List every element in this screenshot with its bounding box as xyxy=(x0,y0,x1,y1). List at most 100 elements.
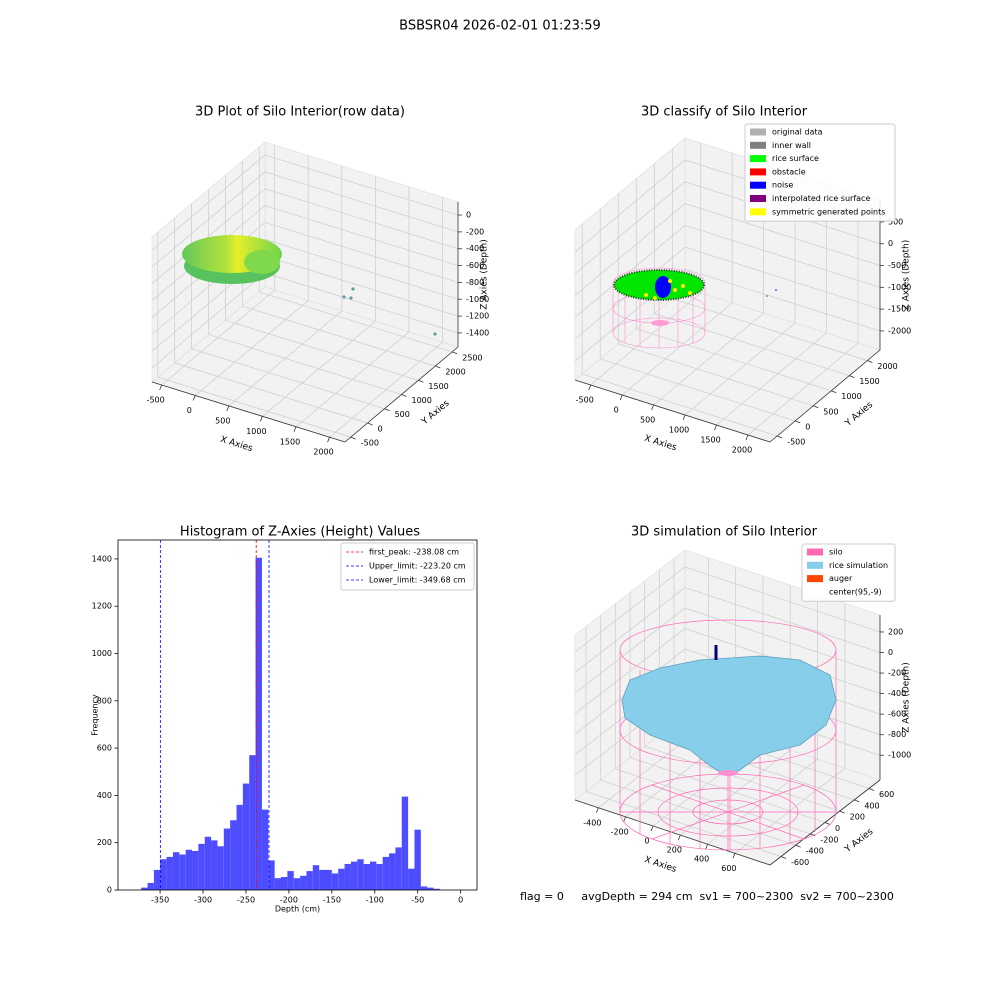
grid-line xyxy=(600,358,796,422)
x-tick-label: -50 xyxy=(411,896,424,905)
legend-swatch xyxy=(750,128,766,136)
x-tick-label: 1000 xyxy=(669,426,689,435)
legend-label: symmetric generated points xyxy=(772,207,885,216)
bar xyxy=(217,846,224,890)
z-tick-label: -200 xyxy=(888,669,906,678)
bar xyxy=(408,868,415,890)
y-axis-line xyxy=(769,349,881,443)
bar xyxy=(325,869,332,890)
tick-mark xyxy=(714,424,717,431)
x-tick-label: -350 xyxy=(151,896,169,905)
z-tick-label: -800 xyxy=(888,730,906,739)
z-tick-label: -1000 xyxy=(466,295,489,304)
grid-line xyxy=(653,312,764,406)
tick-mark xyxy=(452,351,458,355)
grid-line xyxy=(259,291,453,353)
y-tick-label: 2500 xyxy=(462,353,482,362)
grid-line xyxy=(264,222,459,283)
tick-mark xyxy=(777,435,783,439)
x-tick-label: -400 xyxy=(583,818,601,827)
grid-line xyxy=(747,342,859,436)
y-tick-label: -500 xyxy=(787,437,805,446)
legend-swatch xyxy=(750,208,766,216)
z-tick-label: -2000 xyxy=(888,326,911,335)
z-tick-label: -800 xyxy=(466,278,484,287)
legend-label: inner wall xyxy=(772,141,811,150)
bar xyxy=(427,887,434,890)
y-axis-label: Frequency xyxy=(91,694,100,736)
figure-title: BSBSR04 2026-02-01 01:23:59 xyxy=(399,19,601,34)
x-axis-label: Depth (cm) xyxy=(275,905,320,914)
grid-line xyxy=(684,268,881,332)
z-tick-label: 500 xyxy=(888,217,903,226)
tick-mark xyxy=(780,856,787,859)
bar xyxy=(306,871,313,890)
bar xyxy=(389,853,396,890)
point xyxy=(766,295,768,297)
bar xyxy=(293,878,301,890)
tick-mark xyxy=(367,422,373,426)
bar xyxy=(249,755,256,890)
tick-mark xyxy=(795,844,801,848)
x-tick-label: 500 xyxy=(215,416,230,425)
grid-line xyxy=(574,203,686,296)
grid-line xyxy=(208,334,402,395)
grid-line xyxy=(574,566,686,653)
z-tick-label: -1200 xyxy=(466,312,489,321)
z-tick-label: 200 xyxy=(888,627,903,636)
bar xyxy=(172,852,180,890)
y-tick-label: 1400 xyxy=(92,554,112,563)
bar xyxy=(230,820,237,890)
tick-mark xyxy=(192,395,196,401)
chart-title: Histogram of Z-Axies (Height) Values xyxy=(180,525,420,540)
tick-mark xyxy=(435,365,441,369)
y-tick-label: -200 xyxy=(820,835,838,844)
grid-line xyxy=(574,587,686,673)
bar xyxy=(433,888,440,890)
y-tick-label: 200 xyxy=(97,838,112,847)
y-tick-label: -500 xyxy=(361,439,379,448)
grid-line xyxy=(242,305,436,367)
chart-title: 3D simulation of Silo Interior xyxy=(631,525,818,540)
rice-simulation xyxy=(621,655,837,777)
status-line: flag = 0 avgDepth = 294 cm sv1 = 700~230… xyxy=(520,890,894,903)
tick-mark xyxy=(159,384,163,391)
x-tick-label: 0 xyxy=(644,836,649,845)
bar xyxy=(331,873,339,890)
y-tick-label: 600 xyxy=(879,790,894,799)
grid-line xyxy=(684,566,881,633)
grid-line xyxy=(582,373,778,437)
bar xyxy=(312,865,320,890)
x-tick-label: -200 xyxy=(611,827,629,836)
y-tick-label: 1500 xyxy=(428,382,448,391)
tick-mark xyxy=(350,436,356,440)
z-axis-label: Z Axies (Depth) xyxy=(902,662,912,733)
tick-mark xyxy=(795,420,801,424)
x-tick-label: 2000 xyxy=(732,446,752,455)
tick-mark xyxy=(831,390,837,394)
legend-label: center(95,-9) xyxy=(829,587,882,596)
bar xyxy=(141,887,148,890)
legend-label: obstacle xyxy=(772,167,806,176)
grid-line xyxy=(574,159,686,253)
grid-line xyxy=(574,181,686,275)
grid-line xyxy=(621,302,733,396)
bar xyxy=(211,840,218,890)
grid-line xyxy=(157,376,351,438)
legend-label: Upper_limit: -223.20 cm xyxy=(369,562,466,571)
x-tick-label: -100 xyxy=(366,896,384,905)
point xyxy=(342,295,346,299)
tick-mark xyxy=(867,360,873,363)
grid-line xyxy=(590,292,701,386)
bar xyxy=(268,860,275,890)
y-tick-label: 2000 xyxy=(877,362,897,371)
noise xyxy=(655,276,671,298)
legend-label: auger xyxy=(829,574,853,583)
x-tick-label: 0 xyxy=(187,406,192,415)
legend-label: original data xyxy=(772,128,823,137)
grid-line xyxy=(716,332,827,426)
bar xyxy=(300,875,307,890)
bar xyxy=(198,843,205,890)
chart-title: 3D classify of Silo Interior xyxy=(641,105,808,120)
